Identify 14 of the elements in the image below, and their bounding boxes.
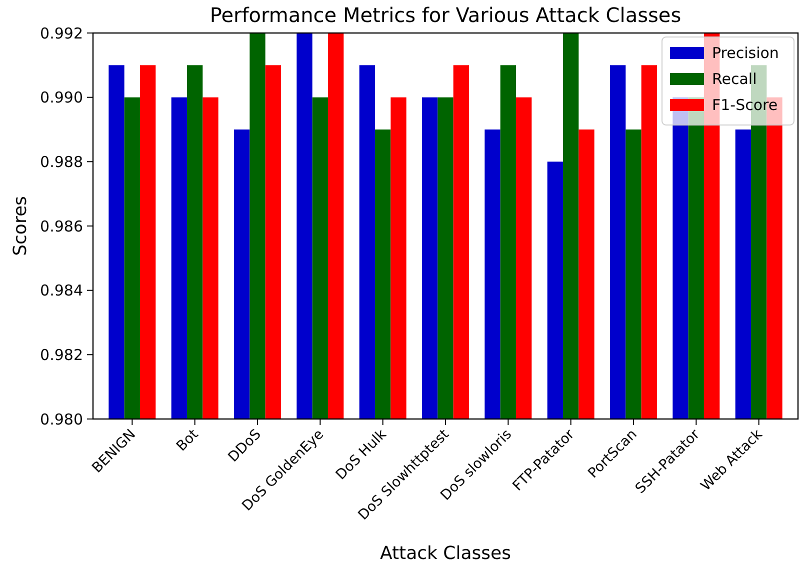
legend-label: F1-Score: [712, 96, 778, 114]
legend-label: Recall: [712, 70, 757, 88]
y-tick-label: 0.986: [40, 217, 83, 236]
y-tick-label: 0.992: [40, 24, 83, 42]
y-tick-label: 0.988: [40, 152, 83, 171]
x-tick-label: Bot: [174, 426, 202, 455]
y-tick-label: 0.984: [40, 282, 83, 300]
x-axis-title: Attack Classes: [380, 543, 511, 564]
y-tick-label: 0.982: [40, 346, 83, 364]
chart-title: Performance Metrics for Various Attack Classes: [210, 3, 682, 27]
y-tick-label: 0.980: [40, 410, 83, 428]
y-tick-label: 0.990: [40, 88, 83, 107]
y-axis-title: Scores: [10, 196, 31, 256]
legend-label: Precision: [712, 44, 779, 62]
